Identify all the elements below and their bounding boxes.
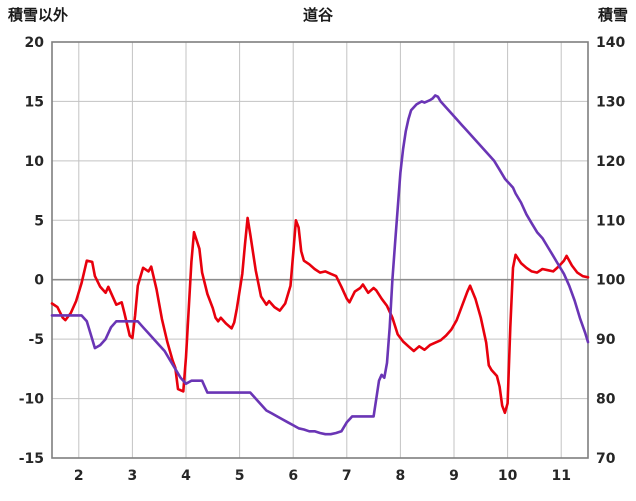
left-axis-title: 積雪以外: [8, 6, 69, 24]
svg-text:130: 130: [596, 94, 625, 110]
svg-text:4: 4: [181, 468, 191, 484]
svg-text:5: 5: [34, 213, 44, 229]
svg-text:11: 11: [551, 468, 570, 484]
svg-text:140: 140: [596, 35, 625, 51]
svg-text:9: 9: [449, 468, 459, 484]
svg-text:2: 2: [74, 468, 84, 484]
svg-text:90: 90: [596, 332, 616, 348]
chart-title: 道谷: [302, 6, 333, 24]
svg-text:7: 7: [342, 468, 352, 484]
svg-text:3: 3: [128, 468, 138, 484]
svg-text:8: 8: [396, 468, 406, 484]
svg-text:6: 6: [288, 468, 298, 484]
series-snow-line: [50, 94, 590, 436]
svg-text:70: 70: [596, 451, 616, 467]
x-tick-labels: 2 3 4 5 6 7 8 9 10 11: [74, 468, 571, 484]
series-other-line: [50, 216, 590, 415]
plot-border: [51, 41, 589, 459]
svg-text:0: 0: [34, 273, 44, 289]
svg-text:15: 15: [25, 94, 44, 110]
svg-text:10: 10: [25, 154, 45, 170]
svg-text:-10: -10: [19, 392, 45, 408]
svg-text:110: 110: [596, 213, 625, 229]
svg-text:80: 80: [596, 392, 616, 408]
svg-text:-5: -5: [28, 332, 44, 348]
svg-text:120: 120: [596, 154, 625, 170]
svg-text:10: 10: [498, 468, 518, 484]
svg-text:5: 5: [235, 468, 245, 484]
svg-text:20: 20: [25, 35, 45, 51]
left-tick-labels: 20 15 10 5 0 -5 -10 -15: [19, 35, 45, 467]
right-tick-labels: 140 130 120 110 100 90 80 70: [596, 35, 625, 467]
svg-text:-15: -15: [19, 451, 44, 467]
right-axis-title: 積雪: [597, 6, 628, 24]
svg-text:100: 100: [596, 273, 625, 289]
